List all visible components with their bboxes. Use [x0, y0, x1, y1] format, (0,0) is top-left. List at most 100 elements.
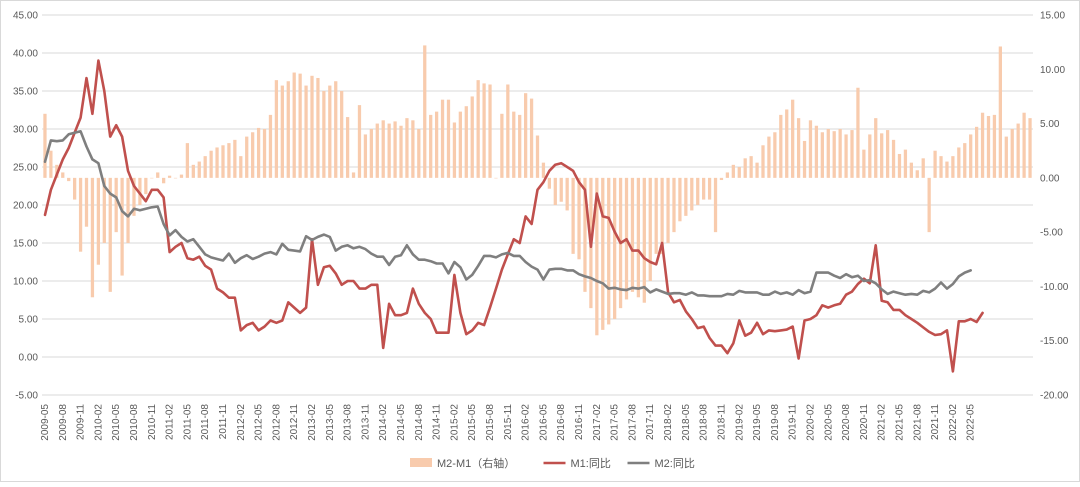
bar	[162, 177, 166, 184]
x-tick-label: 2012-02	[236, 404, 247, 441]
bar	[73, 177, 77, 200]
bar	[565, 177, 569, 211]
x-tick-label: 2016-02	[521, 404, 532, 441]
gridlines	[42, 14, 1033, 396]
bar	[761, 145, 765, 178]
bar	[832, 131, 836, 178]
bar	[144, 177, 148, 195]
left-tick-label: 10.00	[13, 277, 38, 288]
bar	[345, 117, 350, 178]
x-tick-label: 2014-05	[396, 404, 407, 441]
left-tick-label: 5.00	[19, 315, 39, 326]
bar	[719, 177, 724, 181]
bar	[773, 132, 777, 178]
x-tick-label: 2020-02	[805, 404, 816, 441]
bar	[464, 106, 468, 178]
bar	[945, 161, 949, 178]
bar	[304, 85, 308, 178]
x-tick-label: 2012-05	[254, 404, 265, 441]
bar	[897, 153, 902, 178]
bar	[577, 177, 581, 260]
left-tick-label: 20.00	[13, 201, 38, 212]
bar	[749, 156, 753, 178]
bar	[980, 112, 985, 178]
left-axis: -5.00 0.00 5.00 10.00 15.00 20.00 25.00 30.00 35…	[13, 11, 38, 402]
bar	[1004, 136, 1008, 178]
bar	[310, 75, 314, 178]
x-tick-label: 2016-11	[574, 404, 585, 440]
bar	[684, 177, 688, 216]
bar	[541, 162, 546, 178]
bar	[179, 174, 184, 178]
right-tick-label: -15.00	[1040, 336, 1069, 347]
bar	[156, 172, 160, 178]
bar	[215, 147, 219, 178]
bar	[434, 111, 439, 178]
bar	[868, 134, 872, 178]
bar	[814, 125, 819, 178]
left-tick-label: 45.00	[13, 11, 38, 22]
bar	[369, 129, 373, 178]
bar	[1010, 129, 1014, 178]
bar	[903, 149, 908, 178]
bar	[535, 135, 540, 178]
bar	[452, 122, 457, 178]
bar	[458, 111, 462, 178]
legend-label: M1:同比	[571, 457, 611, 470]
bar	[185, 143, 190, 178]
x-tick-label: 2021-08	[912, 404, 923, 441]
bar	[239, 156, 243, 178]
x-tick-label: 2019-05	[752, 404, 763, 441]
bar	[446, 99, 451, 178]
bar	[796, 118, 801, 178]
bar	[630, 177, 635, 292]
bar	[518, 114, 522, 178]
bar	[713, 177, 718, 233]
bar	[322, 91, 326, 178]
left-tick-label: 30.00	[13, 125, 38, 136]
bar	[191, 164, 195, 178]
x-tick-label: 2011-05	[182, 404, 193, 440]
bar	[696, 177, 700, 205]
bar	[227, 143, 231, 178]
bar	[292, 72, 296, 178]
x-tick-label: 2017-02	[592, 404, 603, 441]
bar	[61, 172, 65, 178]
x-tick-label: 2016-08	[556, 404, 567, 441]
bar	[43, 113, 47, 178]
bar	[482, 83, 486, 178]
x-tick-label: 2021-11	[930, 404, 941, 440]
legend: M2-M1（右轴） M1:同比 M2:同比	[410, 456, 695, 470]
x-tick-label: 2012-11	[289, 404, 300, 440]
right-tick-label: 15.00	[1040, 11, 1065, 22]
x-tick-label: 2014-11	[432, 404, 443, 440]
x-tick-label: 2010-11	[147, 404, 158, 440]
bar	[939, 156, 943, 178]
bar	[268, 114, 273, 178]
bar	[672, 177, 676, 233]
bar	[351, 172, 356, 178]
bar	[357, 105, 362, 178]
bar	[820, 132, 824, 178]
x-tick-label: 2011-02	[165, 404, 176, 440]
bar	[476, 80, 480, 178]
bar	[512, 111, 516, 178]
bar	[957, 147, 961, 178]
bar	[595, 177, 599, 336]
bar	[256, 127, 261, 178]
x-tick-label: 2015-08	[485, 404, 496, 441]
bar	[340, 91, 344, 178]
bar	[440, 99, 445, 178]
x-tick-label: 2012-08	[271, 404, 282, 441]
x-tick-label: 2009-11	[76, 404, 87, 440]
bar	[150, 177, 154, 179]
bar	[262, 129, 267, 178]
bar	[1016, 123, 1020, 178]
bar	[963, 143, 967, 178]
bar	[316, 77, 320, 178]
bar	[613, 177, 617, 319]
bar	[399, 125, 403, 178]
bar	[654, 177, 658, 254]
